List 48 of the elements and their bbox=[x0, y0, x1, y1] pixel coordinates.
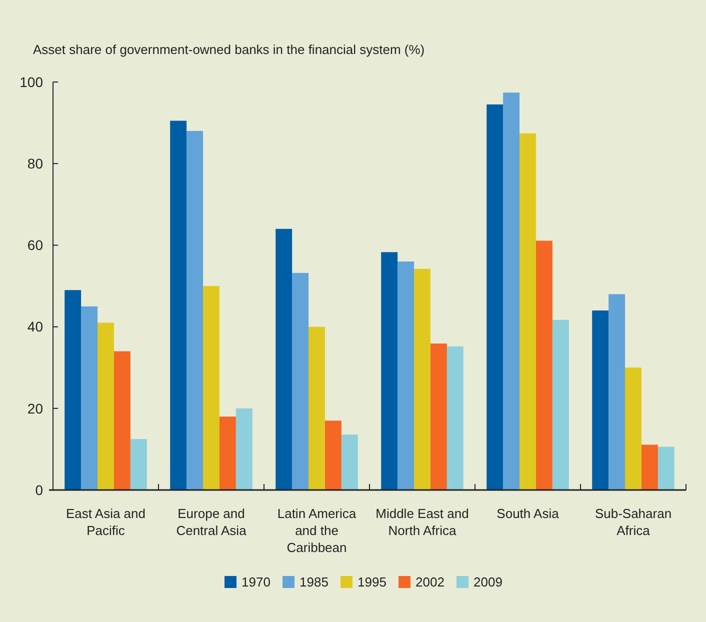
bar bbox=[520, 133, 536, 490]
bar bbox=[98, 322, 114, 490]
bar bbox=[608, 294, 626, 490]
bar bbox=[308, 326, 325, 490]
bar bbox=[430, 344, 447, 490]
bar bbox=[658, 446, 674, 490]
bar bbox=[203, 286, 220, 490]
bar bbox=[503, 92, 520, 490]
y-tick-label: 20 bbox=[27, 400, 44, 416]
y-tick-label: 0 bbox=[35, 482, 44, 498]
bar bbox=[130, 439, 147, 490]
bar bbox=[170, 120, 187, 490]
bar bbox=[486, 104, 504, 490]
bar bbox=[592, 310, 609, 490]
legend-label: 2002 bbox=[416, 574, 444, 590]
y-tick-label: 100 bbox=[20, 74, 44, 90]
x-tick-label: Europe and Central Asia bbox=[176, 506, 248, 538]
bar bbox=[341, 434, 358, 490]
bar bbox=[236, 408, 252, 490]
y-axis-title: Asset share of government-owned banks in the financial system (%) bbox=[33, 42, 425, 57]
y-tick-label: 80 bbox=[27, 156, 44, 172]
bar bbox=[324, 420, 342, 490]
bar bbox=[446, 346, 464, 490]
bar bbox=[398, 262, 414, 490]
bar bbox=[276, 228, 292, 490]
bar bbox=[381, 252, 398, 490]
bar bbox=[414, 268, 430, 490]
legend-label: 2009 bbox=[474, 574, 502, 590]
bar bbox=[114, 351, 130, 490]
x-tick-label: Sub-Saharan Africa bbox=[594, 506, 672, 538]
bar bbox=[536, 240, 552, 490]
bar bbox=[292, 272, 309, 490]
y-tick-label: 40 bbox=[27, 318, 44, 335]
y-tick-label: 60 bbox=[27, 237, 44, 254]
bar bbox=[219, 416, 236, 490]
legend-label: 1995 bbox=[358, 574, 386, 590]
x-tick-label: Latin America and the Caribbean bbox=[277, 506, 357, 555]
legend-label: 1970 bbox=[242, 574, 270, 590]
legend-label: 1985 bbox=[300, 574, 328, 590]
bar bbox=[641, 444, 658, 490]
bar bbox=[625, 368, 642, 490]
bar bbox=[552, 320, 569, 490]
x-tick-label: South Asia bbox=[496, 506, 560, 521]
bar bbox=[81, 306, 98, 490]
x-tick-label: Middle East and North Africa bbox=[376, 506, 469, 538]
x-tick-label: East Asia and Pacific bbox=[66, 506, 146, 538]
bar bbox=[186, 130, 204, 490]
bar bbox=[64, 290, 82, 490]
